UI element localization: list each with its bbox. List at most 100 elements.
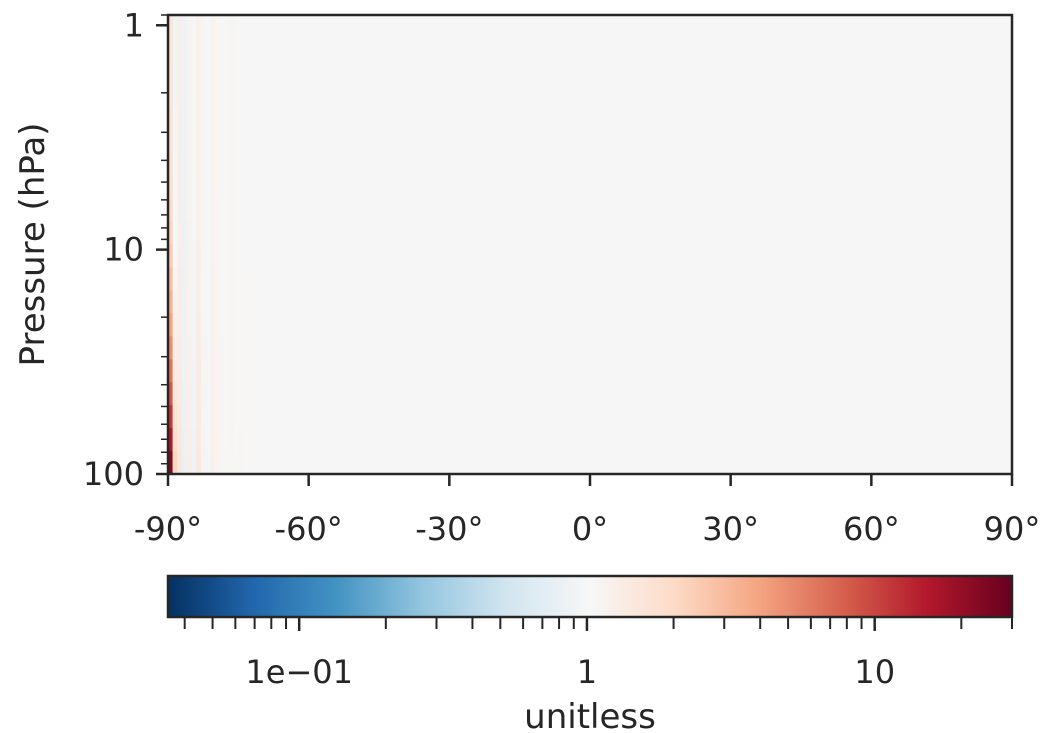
heatmap-cell <box>191 405 197 429</box>
y-axis: 1 10 100 <box>83 6 168 493</box>
heatmap-cell <box>210 175 215 200</box>
colorbar-ticks: 1e−01 1 10 <box>183 617 1013 691</box>
heatmap-cell <box>177 152 183 177</box>
heatmap-cell <box>177 359 183 383</box>
x-tick-label: 0° <box>572 510 608 548</box>
heatmap-cell <box>205 129 211 154</box>
heatmap-cell <box>228 60 234 85</box>
heatmap-cell <box>228 382 234 406</box>
heatmap-cell <box>196 37 201 62</box>
heatmap-cell <box>219 359 225 383</box>
heatmap-cell <box>238 60 244 85</box>
heatmap-cell <box>186 60 192 85</box>
heatmap-cell <box>177 175 183 200</box>
heatmap-cell <box>252 244 258 268</box>
heatmap-cell <box>191 359 197 383</box>
heatmap-cell <box>210 382 215 406</box>
heatmap-cell <box>182 37 187 62</box>
heatmap-cell <box>200 37 206 62</box>
heatmap-cell <box>191 221 197 245</box>
heatmap-cell <box>186 152 192 177</box>
heatmap-cell <box>182 451 187 475</box>
heatmap-cell <box>214 290 220 314</box>
heatmap-cell <box>186 336 192 360</box>
heatmap-cell <box>210 405 215 429</box>
heatmap-cell <box>219 290 225 314</box>
heatmap-cell <box>186 290 192 314</box>
heatmap-cell <box>252 336 258 360</box>
heatmap-cell <box>266 313 272 337</box>
heatmap-cell <box>200 428 206 452</box>
heatmap-cell <box>182 198 187 223</box>
heatmap-cell <box>252 106 258 131</box>
heatmap-cell <box>205 428 211 452</box>
heatmap-cell <box>186 451 192 475</box>
heatmap-cell <box>200 106 206 131</box>
heatmap-cell <box>177 290 183 314</box>
heatmap-cell <box>172 221 178 245</box>
heatmap-cell <box>172 290 178 314</box>
heatmap-cell <box>219 244 225 268</box>
heatmap-cell <box>177 382 183 406</box>
heatmap-cell <box>266 198 272 223</box>
heatmap-cell <box>196 175 201 200</box>
heatmap-cell <box>214 15 220 39</box>
heatmap-background <box>168 15 1012 474</box>
heatmap-cell <box>196 83 201 108</box>
heatmap-cell <box>238 382 244 406</box>
colorbar-label: unitless <box>524 697 656 733</box>
heatmap-cell <box>228 221 234 245</box>
y-axis-label: Pressure (hPa) <box>13 123 53 367</box>
heatmap-cell <box>172 267 178 291</box>
heatmap-cell <box>238 451 244 475</box>
heatmap-cell <box>228 129 234 154</box>
heatmap-cell <box>182 428 187 452</box>
heatmap-cell <box>200 175 206 200</box>
heatmap-cell <box>182 359 187 383</box>
heatmap-cell <box>191 106 197 131</box>
heatmap-cell <box>252 405 258 429</box>
heatmap-cell <box>200 221 206 245</box>
heatmap-cell <box>191 129 197 154</box>
heatmap-cell <box>168 451 173 475</box>
heatmap-cell <box>219 83 225 108</box>
heatmap-cell <box>196 290 201 314</box>
heatmap-cell <box>214 267 220 291</box>
x-tick-label: -60° <box>275 510 343 548</box>
heatmap-cell <box>228 267 234 291</box>
heatmap-cell <box>172 451 178 475</box>
x-tick-label: -90° <box>134 510 202 548</box>
heatmap-cell <box>266 37 272 62</box>
heatmap-cell <box>252 83 258 108</box>
heatmap-cell <box>172 428 178 452</box>
heatmap-cell <box>186 244 192 268</box>
heatmap-cell <box>168 290 173 314</box>
heatmap-cell <box>210 198 215 223</box>
heatmap-cell <box>210 60 215 85</box>
heatmap-cell <box>191 313 197 337</box>
heatmap-cell <box>177 129 183 154</box>
heatmap-cell <box>177 37 183 62</box>
heatmap-cell <box>177 60 183 85</box>
heatmap-cell <box>238 152 244 177</box>
heatmap-cell <box>172 313 178 337</box>
heatmap-cell <box>238 175 244 200</box>
heatmap-cell <box>205 15 211 39</box>
heatmap-cell <box>214 60 220 85</box>
heatmap-cell <box>182 336 187 360</box>
heatmap-cell <box>228 83 234 108</box>
heatmap-cell <box>214 336 220 360</box>
plot-area <box>166 13 1014 476</box>
heatmap-cell <box>168 37 173 62</box>
heatmap-cell <box>182 60 187 85</box>
heatmap-cell <box>266 83 272 108</box>
heatmap-cell <box>172 382 178 406</box>
heatmap-cell <box>196 106 201 131</box>
heatmap-cell <box>266 382 272 406</box>
heatmap-cell <box>191 382 197 406</box>
heatmap-cell <box>172 175 178 200</box>
heatmap-cell <box>266 405 272 429</box>
heatmap-cell <box>205 382 211 406</box>
heatmap-cell <box>200 290 206 314</box>
heatmap-cell <box>191 15 197 39</box>
